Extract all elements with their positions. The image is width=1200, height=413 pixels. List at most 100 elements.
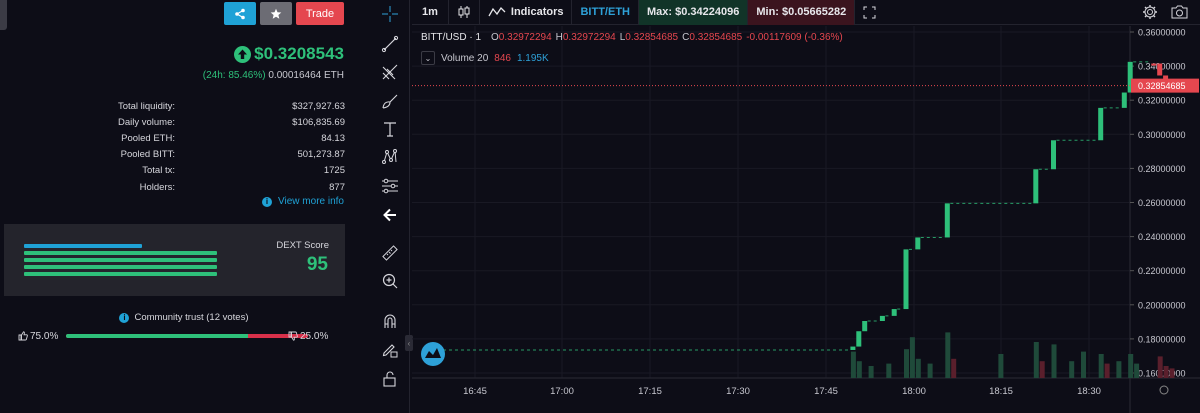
fullscreen-button[interactable]	[855, 0, 884, 25]
y-tick-label: 0.36000000	[1138, 28, 1186, 38]
candles-icon	[458, 6, 470, 18]
magnet-tool[interactable]	[378, 309, 402, 333]
volume-bar	[904, 349, 909, 378]
stat-row: Pooled BITT: 501,273.87	[0, 147, 368, 163]
crosshair-tool[interactable]	[378, 2, 402, 26]
back-tool[interactable]	[378, 203, 402, 227]
magnet-icon	[384, 314, 396, 328]
screenshot-button[interactable]	[1171, 4, 1188, 25]
stat-value: 501,273.87	[297, 149, 345, 161]
ohlc-legend: BITT/USD · 1 O0.32972294 H0.32972294 L0.…	[421, 32, 843, 43]
candle	[891, 309, 897, 316]
y-tick-label: 0.30000000	[1138, 130, 1186, 140]
trade-button[interactable]: Trade	[296, 2, 344, 25]
community-trust-bar: 75.0% 25.0%	[18, 329, 330, 343]
x-tick-label: 17:30	[726, 386, 750, 397]
volume-bar	[856, 361, 862, 378]
candle	[862, 320, 868, 332]
trend-line-icon	[381, 35, 399, 53]
last-price-label: 0.32854685	[1138, 81, 1186, 91]
chart-type-button[interactable]	[449, 0, 480, 25]
candle	[1151, 63, 1157, 66]
pair-toggle[interactable]: BITT/ETH	[572, 0, 639, 25]
text-icon	[384, 122, 396, 137]
share-button[interactable]	[224, 2, 256, 25]
volume-label: Volume 20	[441, 52, 489, 64]
collapse-legend-button[interactable]: ⌄	[421, 51, 435, 65]
trust-down-percent: 25.0%	[300, 330, 329, 342]
dext-score-value: 95	[306, 254, 328, 275]
collapse-toolbar-button[interactable]: ‹	[405, 335, 413, 351]
candle	[1098, 107, 1104, 141]
volume-bar	[1134, 363, 1140, 378]
candle	[1033, 169, 1039, 204]
thumbs-down-button[interactable]: 25.0%	[288, 331, 328, 342]
stat-row: Holders: 877	[0, 179, 368, 195]
volume-bar	[1098, 354, 1104, 378]
volume-legend: ⌄ Volume 20 846 1.195K	[421, 51, 549, 65]
candle	[1121, 92, 1127, 108]
score-bar	[24, 272, 217, 276]
volume-bar	[1033, 342, 1039, 378]
settings-button[interactable]	[1142, 4, 1158, 25]
volume-bar	[1163, 366, 1169, 378]
legend-change: -0.00117609 (-0.36%)	[746, 32, 843, 43]
sliders-icon	[382, 178, 398, 194]
candle	[944, 203, 950, 238]
panel-edge-tab[interactable]	[0, 0, 7, 30]
x-tick-label: 18:30	[1077, 386, 1101, 397]
camera-icon	[1171, 5, 1188, 19]
community-trust-title: i Community trust (12 votes)	[0, 312, 368, 323]
ruler-tool[interactable]	[378, 241, 402, 265]
candle	[879, 315, 885, 321]
favorite-button[interactable]	[260, 2, 292, 25]
fib-tool[interactable]	[378, 60, 402, 84]
prediction-tool[interactable]	[378, 174, 402, 198]
legend-c-label: C	[682, 32, 690, 43]
stat-row: Total liquidity: $327,927.63	[0, 98, 368, 114]
stat-row: Total tx: 1725	[0, 163, 368, 179]
share-icon	[235, 8, 245, 19]
drawing-toolbar	[370, 0, 410, 413]
last-price-tag	[1131, 78, 1199, 93]
unlock-tool[interactable]	[378, 367, 402, 391]
dext-score-label: DEXT Score	[276, 240, 329, 251]
y-tick-label: 0.20000000	[1138, 300, 1186, 310]
trust-title-label: Community trust (12 votes)	[134, 312, 249, 323]
volume-value-a: 846	[494, 52, 511, 64]
trust-up-percent: 75.0%	[30, 330, 59, 342]
brush-icon	[382, 94, 398, 109]
indicators-button[interactable]: Indicators	[480, 0, 573, 25]
candle	[915, 237, 921, 250]
candle	[903, 249, 909, 310]
x-tick-label: 16:45	[463, 386, 487, 397]
volume-bar	[850, 351, 856, 378]
interval-selector[interactable]: 1m	[412, 0, 449, 25]
view-more-link[interactable]: i View more info	[262, 196, 344, 207]
pattern-tool[interactable]	[378, 145, 402, 169]
volume-bar	[1169, 368, 1175, 378]
trend-line-tool[interactable]	[378, 32, 402, 56]
stat-label: Daily volume:	[117, 116, 175, 128]
zoom-tool[interactable]	[378, 269, 402, 293]
text-tool[interactable]	[378, 117, 402, 141]
price-chart[interactable]: 0.360000000.340000000.320000000.30000000…	[412, 26, 1200, 413]
volume-bar	[1157, 356, 1163, 378]
stat-value: $327,927.63	[292, 100, 345, 112]
dext-score-box: DEXT Score 95	[4, 224, 345, 296]
volume-bar	[868, 366, 874, 378]
token-info-panel: Trade $0.3208543 (24h: 85.46%) 0.0001646…	[0, 0, 368, 413]
lock-drawings-tool[interactable]	[378, 338, 402, 362]
axis-settings-icon	[1159, 385, 1169, 395]
volume-bar	[951, 358, 957, 378]
x-tick-label: 18:00	[902, 386, 926, 397]
stat-value: 84.13	[321, 132, 345, 144]
price-display: $0.3208543	[234, 44, 344, 64]
brush-tool[interactable]	[378, 89, 402, 113]
indicators-icon	[488, 6, 506, 17]
candle	[1157, 63, 1163, 76]
candle	[850, 346, 856, 350]
crosshair-icon	[382, 6, 398, 22]
thumbs-up-button[interactable]: 75.0%	[18, 331, 58, 342]
max-price: Max: $0.34224096	[638, 0, 749, 25]
